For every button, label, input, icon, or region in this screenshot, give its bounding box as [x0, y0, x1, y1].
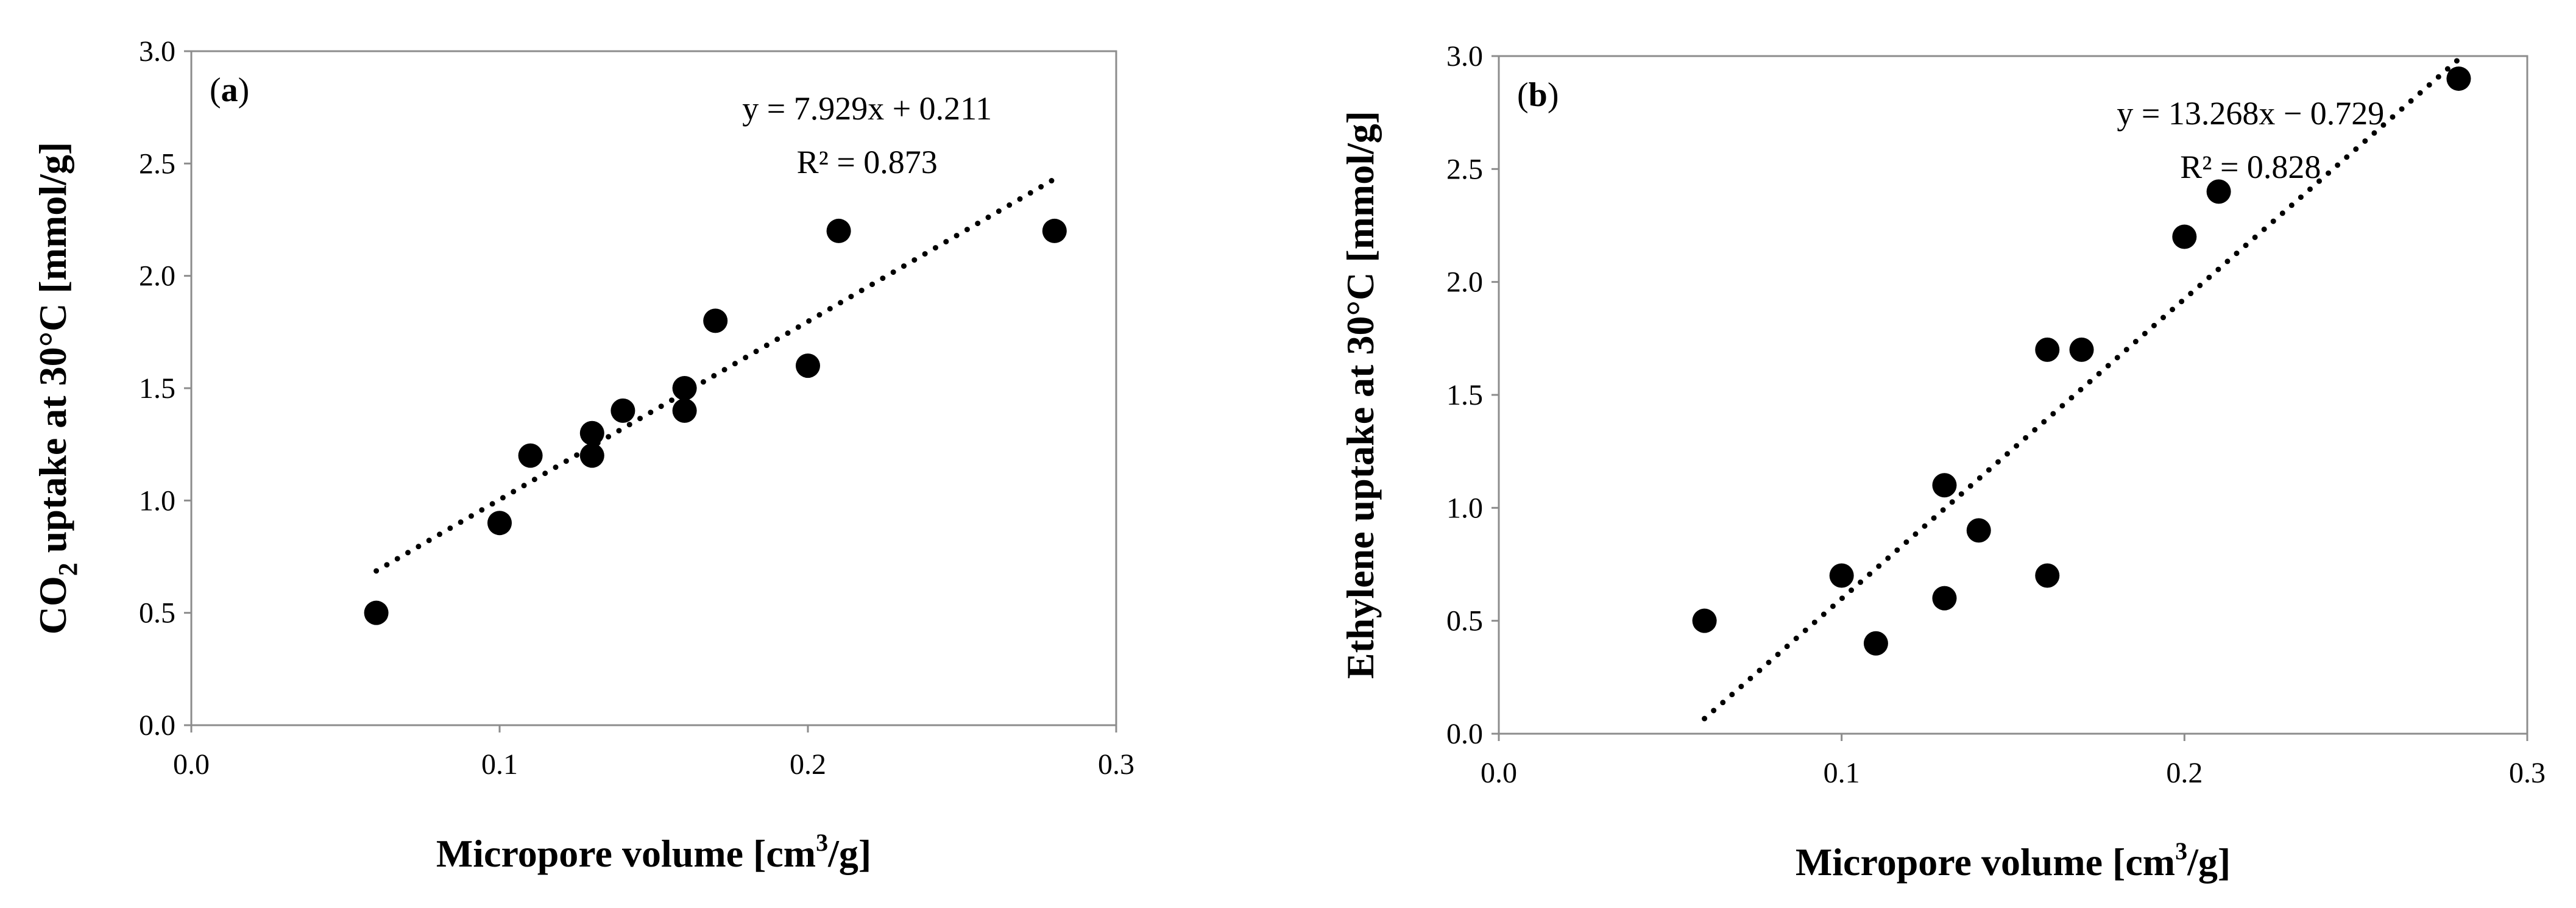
data-point [1932, 586, 1957, 611]
data-point [1966, 518, 1991, 543]
trendline [1702, 56, 2461, 722]
y-axis-title: CO2 uptake at 30°C [mmol/g] [31, 142, 83, 634]
y-axis-title-tail: uptake at 30°C [mmol/g] [31, 142, 74, 562]
y-tick-label: 1.5 [139, 372, 175, 405]
panel-label-close: ) [1548, 76, 1559, 114]
y-tick-label: 0.5 [1446, 605, 1483, 637]
panel-label: (a) [210, 71, 249, 109]
chart-panel-a: 0.0 0.5 1.0 1.5 2.0 2.5 3.0 0.0 0.1 0.2 0.3 Micropo… [31, 35, 1134, 875]
data-point [1692, 608, 1717, 633]
plot-frame [190, 50, 1117, 726]
data-point [610, 398, 635, 423]
y-tick-label: 2.0 [1446, 266, 1483, 299]
y-tick-label: 2.5 [1446, 153, 1483, 185]
panel-label: (b) [1517, 76, 1559, 114]
regression-equation: y = 7.929x + 0.211 [742, 90, 992, 127]
y-tick-label: 0.5 [139, 597, 175, 630]
data-point [518, 443, 543, 468]
x-tick-label: 0.0 [1481, 757, 1517, 789]
r-squared-label: R² = 0.828 [2180, 149, 2321, 185]
y-tick-label: 3.0 [139, 35, 175, 68]
data-point [579, 420, 604, 445]
x-axis-title: Micropore volume [cm3/g] [1796, 837, 2231, 884]
x-axis-title-tail: /g] [827, 832, 871, 875]
y-axis-title-main: CO [31, 576, 74, 634]
data-point [2035, 337, 2060, 362]
y-tick-label: 0.0 [139, 709, 175, 742]
plot-frame [1498, 55, 2528, 735]
x-axis-title-main: Micropore volume [cm [1796, 840, 2175, 884]
data-point [487, 511, 512, 536]
y-tick-label: 0.0 [1446, 718, 1483, 750]
data-point [1829, 563, 1854, 588]
y-tick-label: 2.5 [139, 147, 175, 180]
x-tick-label: 0.3 [1098, 748, 1134, 781]
y-axis-title-main: Ethylene uptake at 30°C [mmol/g] [1339, 111, 1382, 679]
y-tick-label: 1.5 [1446, 379, 1483, 411]
y-tick-label: 2.0 [139, 260, 175, 293]
x-tick-label: 0.2 [2166, 757, 2203, 789]
r-squared-label: R² = 0.873 [797, 144, 938, 180]
data-point [672, 398, 697, 423]
panel-label-open: ( [1517, 76, 1529, 114]
trendline [373, 176, 1058, 574]
data-point [2035, 563, 2060, 588]
data-point [2069, 337, 2094, 362]
y-axis-title: Ethylene uptake at 30°C [mmol/g] [1339, 111, 1382, 679]
x-axis-title: Micropore volume [cm3/g] [436, 829, 871, 875]
data-point [2446, 66, 2471, 91]
x-axis-title-sup: 3 [2175, 837, 2187, 865]
y-tick-label: 3.0 [1446, 40, 1483, 73]
data-point [672, 376, 697, 400]
data-point [826, 218, 851, 243]
data-point [1042, 218, 1067, 243]
data-point [1863, 631, 1888, 656]
data-point [1932, 473, 1957, 498]
regression-equation: y = 13.268x − 0.729 [2117, 95, 2384, 132]
x-axis-title-sup: 3 [816, 829, 828, 856]
data-point [703, 308, 728, 333]
y-tick-label: 1.0 [139, 484, 175, 517]
x-tick-label: 0.0 [173, 748, 210, 781]
data-point [2172, 224, 2197, 249]
chart-panel-b: 0.0 0.5 1.0 1.5 2.0 2.5 3.0 0.0 0.1 0.2 0.3 Micropo… [1339, 40, 2546, 884]
panel-label-open: ( [210, 71, 221, 109]
data-point [2206, 179, 2231, 204]
x-tick-label: 0.2 [790, 748, 826, 781]
x-tick-label: 0.1 [481, 748, 518, 781]
y-tick-label: 1.0 [1446, 492, 1483, 524]
panel-label-letter: a [221, 71, 238, 109]
panel-label-close: ) [238, 71, 250, 109]
x-tick-label: 0.3 [2509, 757, 2546, 789]
y-axis-title-sub: 2 [53, 562, 83, 576]
x-axis-title-main: Micropore volume [cm [436, 832, 816, 875]
panel-label-letter: b [1529, 76, 1548, 114]
data-point [579, 443, 604, 468]
data-point [364, 600, 389, 625]
x-axis-title-tail: /g] [2187, 840, 2231, 884]
x-tick-label: 0.1 [1824, 757, 1860, 789]
data-point [796, 353, 820, 378]
